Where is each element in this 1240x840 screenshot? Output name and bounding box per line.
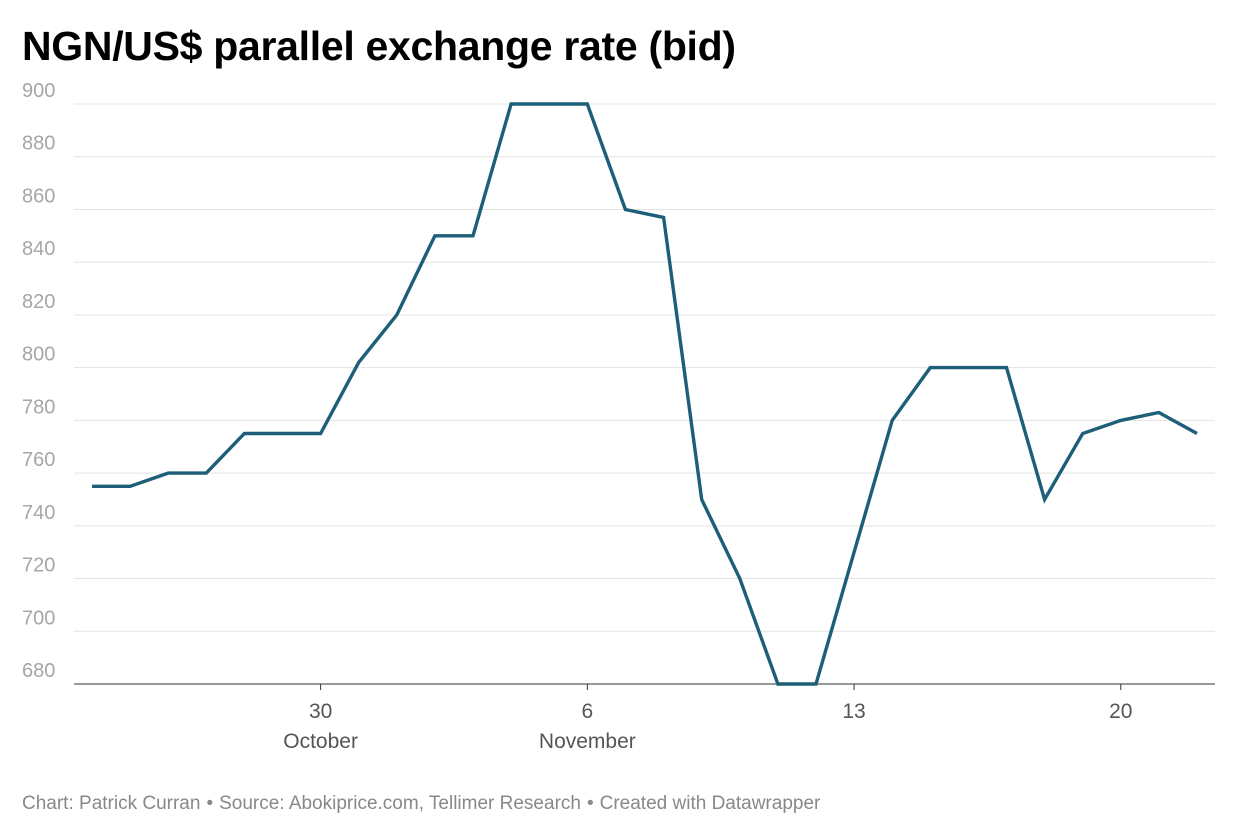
x-tick-label: 6: [582, 700, 594, 723]
y-tick-label: 860: [22, 185, 55, 207]
chart-title: NGN/US$ parallel exchange rate (bid): [22, 23, 736, 69]
data-point: [127, 483, 133, 489]
data-point: [775, 681, 781, 687]
data-point: [546, 101, 552, 107]
data-point: [356, 359, 362, 365]
x-tick-sublabel: November: [539, 730, 636, 753]
y-tick-label: 720: [22, 555, 55, 577]
x-tick-label: 20: [1109, 700, 1132, 723]
data-point: [1156, 409, 1162, 415]
data-point: [165, 470, 171, 476]
y-tick-label: 840: [22, 238, 55, 260]
data-point: [280, 431, 286, 437]
gridlines: [74, 103, 1215, 685]
data-point: [889, 417, 895, 423]
y-tick-label: 780: [22, 396, 55, 418]
y-tick-label: 760: [22, 449, 55, 471]
data-point: [1080, 431, 1086, 437]
y-tick-label: 820: [22, 291, 55, 313]
created-with-note: Created with Datawrapper: [599, 793, 821, 814]
data-point: [737, 576, 743, 582]
y-tick-label: 680: [22, 660, 55, 682]
data-point: [89, 483, 95, 489]
chart-credit: Chart: Patrick Curran: [22, 793, 201, 814]
series-lines: [89, 101, 1200, 687]
series-line: [92, 102, 1198, 686]
footer-separator: •: [586, 793, 594, 814]
data-point: [1042, 496, 1048, 502]
y-tick-label: 740: [22, 502, 55, 524]
data-point: [432, 233, 438, 239]
source-note: Source: Abokiprice.com, Tellimer Researc…: [219, 793, 581, 814]
x-tick-label: 13: [842, 700, 865, 723]
chart-footer: Chart: Patrick Curran • Source: Abokiprice…: [22, 793, 820, 815]
y-tick-label: 800: [22, 344, 55, 366]
data-point: [851, 549, 857, 555]
data-point: [661, 214, 667, 220]
data-point: [1118, 417, 1124, 423]
data-point: [813, 681, 819, 687]
data-point: [699, 496, 705, 502]
data-point: [203, 470, 209, 476]
data-point: [470, 233, 476, 239]
data-point: [622, 206, 628, 212]
x-tick-label: 30: [309, 700, 332, 723]
line-chart: 900 880 860 840 820 800 780 760 740 720 700 680 30 O…: [22, 80, 1215, 753]
data-point: [927, 365, 933, 371]
data-point: [241, 431, 247, 437]
y-tick-label: 700: [22, 607, 55, 629]
data-point: [1003, 365, 1009, 371]
y-axis-ticks: 900 880 860 840 820 800 780 760 740 720 700 680: [22, 80, 55, 682]
x-axis-ticks: 30 October 6 November 13 20: [283, 684, 1132, 753]
data-point: [1194, 431, 1200, 437]
footer-separator: •: [206, 793, 214, 814]
x-tick-sublabel: October: [283, 730, 358, 753]
data-point: [318, 431, 324, 437]
y-tick-label: 900: [22, 80, 55, 102]
y-tick-label: 880: [22, 133, 55, 155]
data-point: [584, 101, 590, 107]
data-point: [508, 101, 514, 107]
data-point: [394, 312, 400, 318]
data-point: [965, 365, 971, 371]
